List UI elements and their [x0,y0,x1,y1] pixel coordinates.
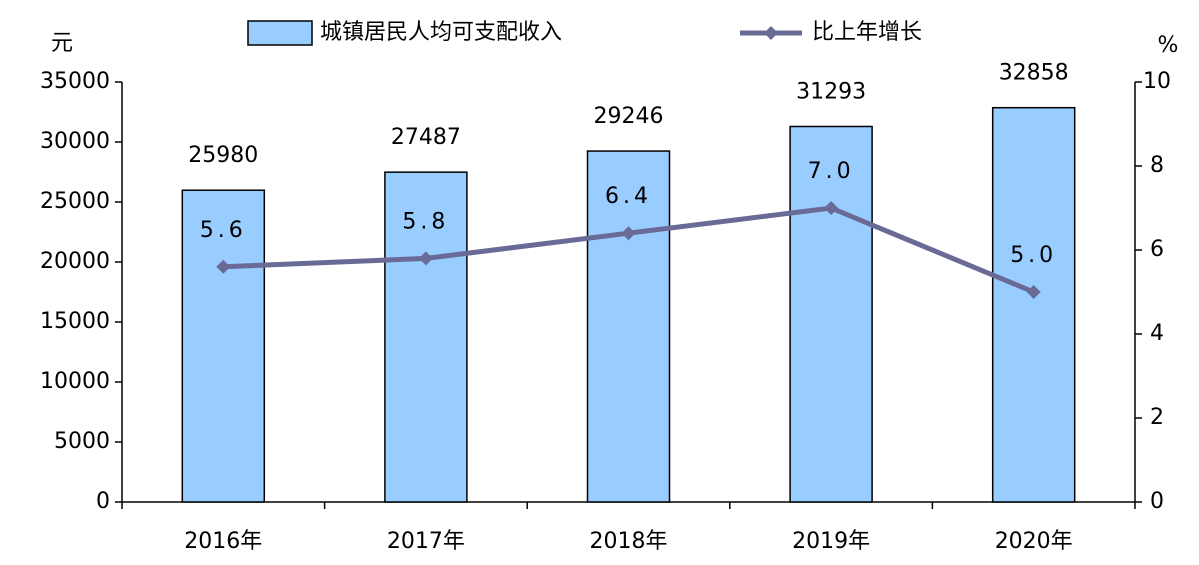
line-marker [824,201,839,215]
line-marker [1026,285,1041,299]
y2-tick-label: 10 [1143,69,1171,94]
y-tick-label: 25000 [40,189,110,214]
y-axis-label: 元 [51,31,73,56]
bar [789,125,873,503]
line-marker [418,251,433,266]
bar-value-label: 25980 [188,143,258,168]
bar [384,171,468,503]
line-value-label: 5.6 [200,218,247,243]
x-tick-label: 2018年 [590,529,668,554]
legend-marker [764,26,778,40]
x-tick-label: 2017年 [387,529,465,554]
y2-tick-label: 4 [1150,321,1164,346]
x-tick-label: 2020年 [995,529,1073,554]
legend-swatch [247,20,313,46]
y2-tick-label: 8 [1150,153,1164,178]
y2-tick-label: 0 [1150,489,1164,514]
y-tick-label: 30000 [40,129,110,154]
bar [181,189,266,503]
bar-value-label: 29246 [594,104,664,129]
line-value-label: 7.0 [808,159,855,184]
line-value-label: 6.4 [605,184,652,209]
bar-value-label: 27487 [391,125,461,150]
y-tick-label: 10000 [40,369,110,394]
bar [586,150,671,503]
bar-value-label: 31293 [796,79,866,104]
line-marker [621,226,636,241]
line-marker [216,259,231,274]
y-tick-label: 20000 [40,249,110,274]
y-tick-label: 0 [96,489,110,514]
bar [991,106,1076,503]
bar-value-label: 32858 [999,61,1069,86]
y2-tick-label: 6 [1150,237,1164,262]
x-tick-label: 2016年 [184,529,262,554]
legend-label: 城镇居民人均可支配收入 [320,20,562,45]
y2-tick-label: 2 [1150,405,1164,430]
legend-label: 比上年增长 [812,20,922,45]
line-value-label: 5.8 [402,209,449,234]
y-tick-label: 15000 [40,309,110,334]
x-tick-label: 2019年 [792,529,870,554]
y-tick-label: 5000 [54,429,110,454]
y2-axis-label: % [1158,33,1179,58]
line-value-label: 5.0 [1010,243,1057,268]
y-tick-label: 35000 [40,69,110,94]
